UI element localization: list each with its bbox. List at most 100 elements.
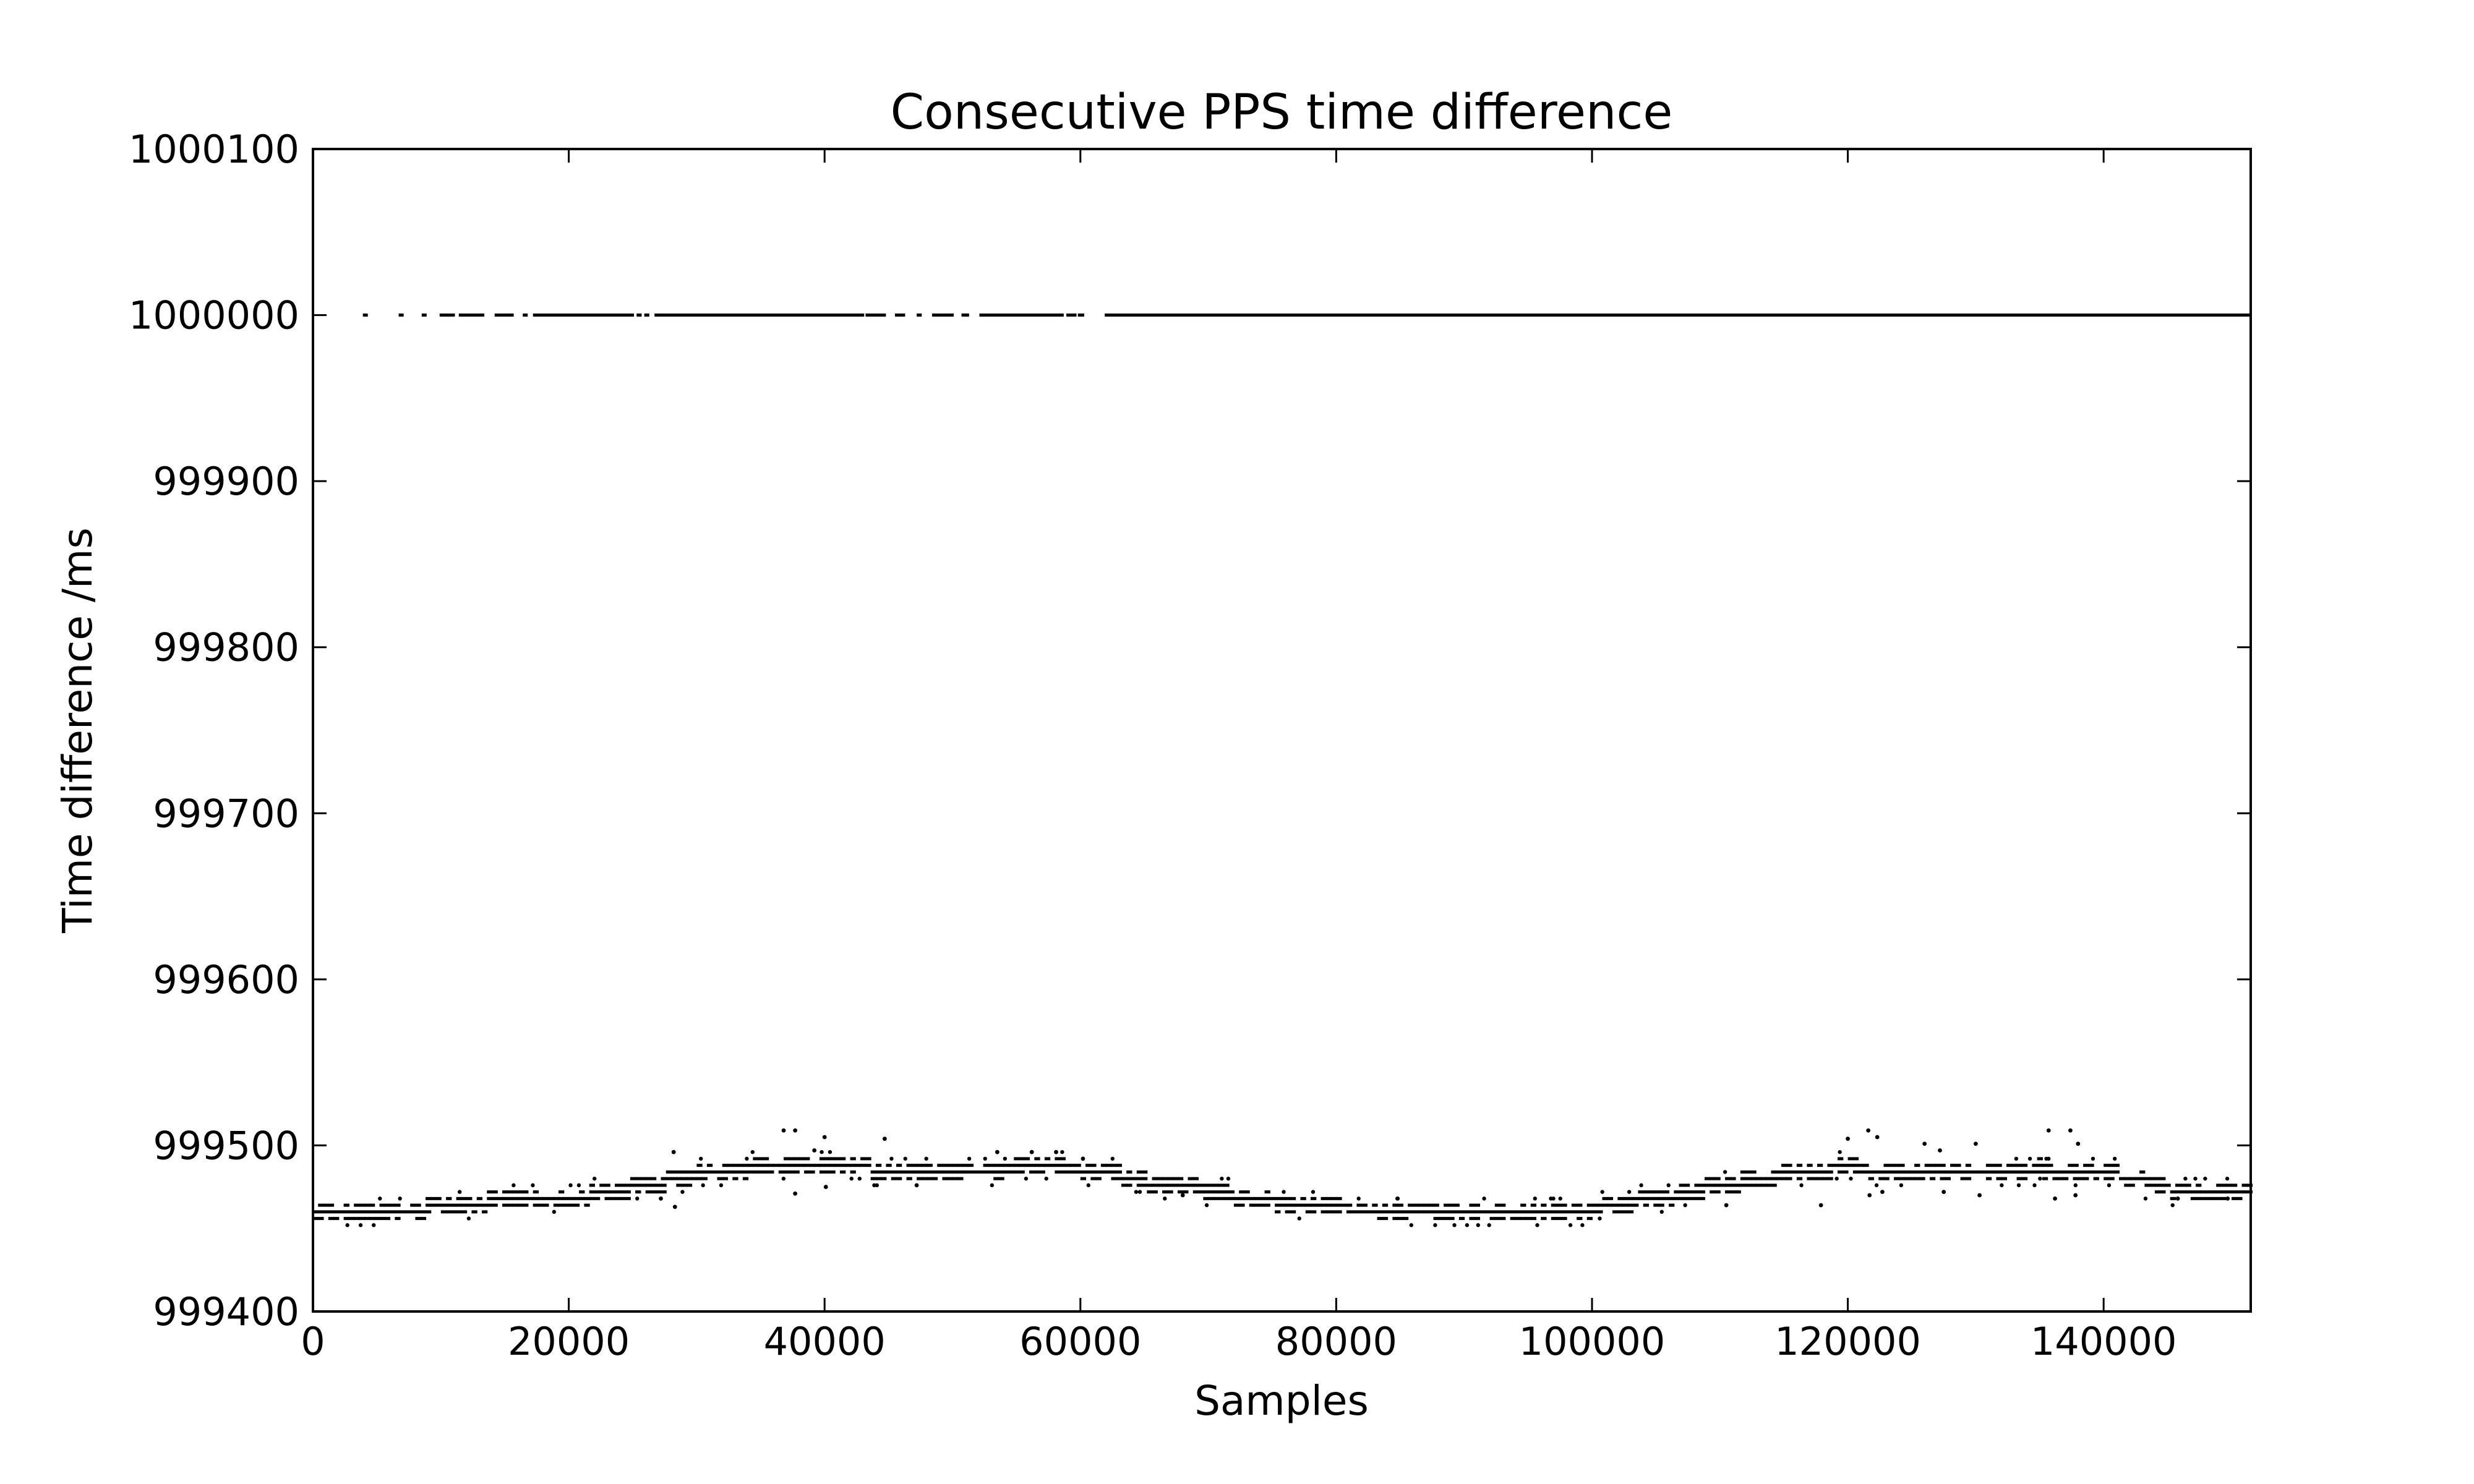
lower-band-points <box>1213 1190 1220 1194</box>
lower-band-points <box>430 1203 437 1207</box>
lower-band-points <box>927 1177 933 1180</box>
lower-band-points <box>1643 1196 1649 1200</box>
lower-band-points <box>2118 1177 2125 1180</box>
upper-band-points <box>865 313 886 317</box>
lower-band-points <box>1725 1183 1731 1187</box>
lower-band-points <box>1551 1217 1557 1221</box>
lower-band-points <box>845 1164 851 1167</box>
lower-band-points <box>1740 1177 1747 1180</box>
lower-band-points <box>717 1170 723 1174</box>
lower-band-points <box>1418 1210 1424 1214</box>
lower-band-points <box>338 1210 345 1214</box>
lower-band-points <box>896 1164 902 1167</box>
lower-band-point <box>2170 1203 2175 1208</box>
lower-band-points <box>2180 1183 2186 1187</box>
lower-band-points <box>967 1164 974 1167</box>
lower-band-point <box>701 1183 705 1188</box>
lower-band-points <box>2190 1196 2197 1200</box>
lower-band-points <box>2042 1177 2048 1180</box>
lower-band-points <box>1039 1164 1045 1167</box>
lower-band-points <box>1111 1170 1117 1174</box>
lower-band-points <box>537 1196 544 1200</box>
lower-band-points <box>2190 1190 2197 1194</box>
lower-band-points <box>1633 1203 1639 1207</box>
lower-band-points <box>666 1177 672 1180</box>
lower-band-points <box>1162 1190 1168 1194</box>
lower-band-points <box>840 1157 846 1161</box>
lower-band-points <box>2088 1170 2094 1174</box>
lower-band-point <box>1134 1190 1139 1194</box>
lower-band-points <box>528 1196 534 1200</box>
lower-band-points <box>891 1177 897 1180</box>
upper-band-points <box>494 313 514 317</box>
lower-band-point <box>828 1149 833 1154</box>
lower-band-point <box>781 1176 786 1181</box>
lower-band-points <box>1142 1170 1148 1174</box>
lower-band-points <box>804 1157 810 1161</box>
upper-band-points <box>458 313 485 317</box>
lower-band-points <box>395 1203 401 1207</box>
lower-band-points <box>650 1177 657 1180</box>
lower-band-points <box>354 1210 360 1214</box>
lower-band-points <box>563 1196 570 1200</box>
lower-band-points <box>1755 1177 1761 1180</box>
lower-band-points <box>1152 1183 1158 1187</box>
lower-band-points <box>1577 1203 1583 1207</box>
lower-band-points <box>1233 1196 1240 1200</box>
lower-band-point <box>1723 1170 1727 1174</box>
lower-band-points <box>384 1203 391 1207</box>
lower-band-points <box>1945 1170 1951 1174</box>
lower-band-points <box>717 1177 723 1180</box>
lower-band-points <box>962 1170 969 1174</box>
lower-band-points <box>1361 1203 1368 1207</box>
lower-band-points <box>1878 1177 1885 1180</box>
lower-band-points <box>1888 1170 1895 1174</box>
lower-band-points <box>1817 1170 1823 1174</box>
lower-band-points <box>824 1157 831 1161</box>
lower-band-points <box>384 1210 391 1214</box>
lower-band-points <box>1034 1157 1040 1161</box>
lower-band-points <box>1617 1210 1624 1214</box>
lower-band-points <box>1725 1177 1731 1180</box>
lower-band-points <box>2047 1170 2053 1174</box>
lower-band-points <box>1627 1203 1634 1207</box>
lower-band-points <box>1520 1203 1526 1207</box>
lower-band-points <box>2093 1177 2099 1180</box>
lower-band-points <box>1305 1203 1312 1207</box>
lower-band-points <box>1433 1210 1439 1214</box>
lower-band-points <box>1183 1190 1189 1194</box>
lower-band-points <box>313 1210 319 1214</box>
lower-band-points <box>656 1183 662 1187</box>
x-tick-label: 0 <box>301 1319 325 1364</box>
lower-band-points <box>1971 1170 1977 1174</box>
lower-band-points <box>922 1177 928 1180</box>
outlier-point <box>914 1183 919 1188</box>
lower-band-points <box>456 1210 462 1214</box>
lower-band-points <box>415 1210 421 1214</box>
lower-band-points <box>1336 1210 1342 1214</box>
lower-band-point <box>2000 1183 2004 1188</box>
lower-band-points <box>604 1190 610 1194</box>
lower-band-points <box>865 1157 871 1161</box>
lower-band-point <box>1535 1223 1539 1227</box>
lower-band-points <box>533 1196 539 1200</box>
lower-band-points <box>1858 1170 1864 1174</box>
lower-band-points <box>1474 1203 1481 1207</box>
outlier-point <box>882 1136 887 1141</box>
lower-band-points <box>395 1210 401 1214</box>
lower-band-points <box>1556 1217 1562 1221</box>
lower-band-point <box>635 1196 640 1201</box>
lower-band-points <box>2231 1183 2238 1187</box>
lower-band-points <box>609 1190 616 1194</box>
lower-band-points <box>1372 1203 1378 1207</box>
lower-band-points <box>819 1157 826 1161</box>
lower-band-points <box>784 1157 790 1161</box>
data-points <box>313 313 2253 1227</box>
lower-band-points <box>1561 1210 1567 1214</box>
lower-band-points <box>1586 1217 1593 1221</box>
lower-band-points <box>2001 1177 2008 1180</box>
lower-band-points <box>794 1157 800 1161</box>
chart-title: Consecutive PPS time difference <box>891 85 1673 140</box>
lower-band-points <box>1878 1170 1885 1174</box>
lower-band-points <box>2083 1177 2089 1180</box>
